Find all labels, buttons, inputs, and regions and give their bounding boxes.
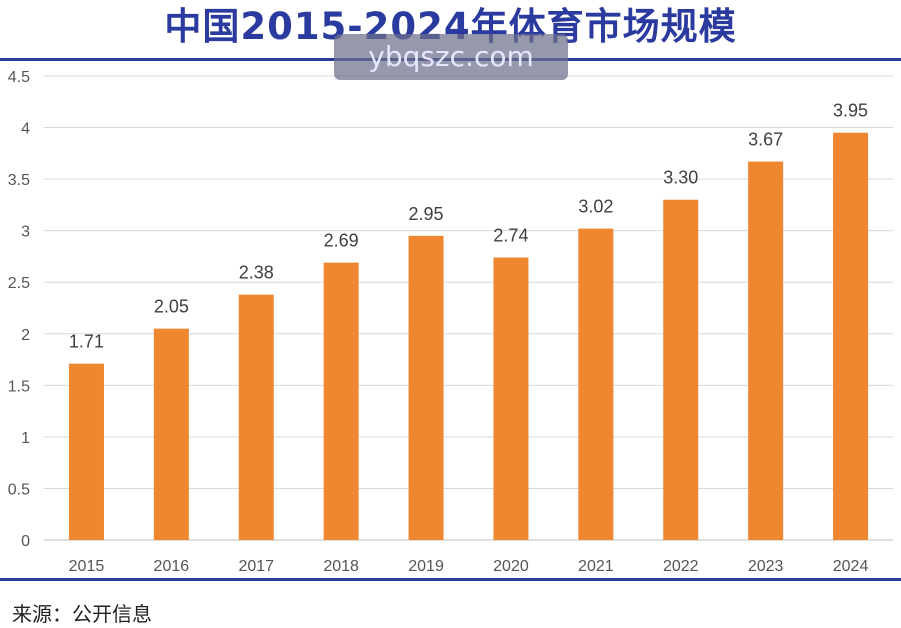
data-label: 3.67 — [748, 130, 783, 150]
x-tick-label: 2016 — [154, 558, 190, 575]
bar — [153, 328, 189, 540]
bar — [663, 199, 699, 540]
data-label: 2.74 — [493, 225, 528, 245]
data-label: 2.95 — [409, 204, 444, 224]
y-tick-label: 1.5 — [8, 378, 30, 395]
x-tick-label: 2023 — [748, 558, 784, 575]
data-label: 3.02 — [578, 197, 613, 217]
y-tick-label: 3 — [21, 224, 30, 241]
data-label: 1.71 — [69, 332, 104, 352]
bar — [68, 363, 104, 540]
y-tick-label: 2.5 — [8, 275, 30, 292]
data-labels: 1.71 2.05 2.38 2.69 2.95 2.74 3.02 3.30 3.67 3.95 — [69, 101, 868, 352]
y-tick-label: 4.5 — [8, 69, 30, 86]
y-tick-label: 3.5 — [8, 172, 30, 189]
x-tick-label: 2022 — [663, 558, 699, 575]
y-tick-label: 0.5 — [8, 481, 30, 498]
x-tick-label: 2018 — [323, 558, 359, 575]
bar — [833, 132, 869, 540]
bar — [408, 235, 444, 541]
x-tick-label: 2021 — [578, 558, 614, 575]
x-tick-label: 2020 — [493, 558, 529, 575]
x-axis-ticks: 2015 2016 2017 2018 2019 2020 2021 2022 2023 2024 — [69, 558, 869, 575]
bar — [578, 228, 614, 541]
y-tick-label: 2 — [21, 327, 30, 344]
y-axis-ticks: 0 0.5 1 1.5 2 2.5 3 3.5 4 4.5 — [8, 69, 30, 550]
y-tick-label: 4 — [21, 121, 30, 138]
x-tick-label: 2019 — [408, 558, 444, 575]
watermark: ybqszc.com — [334, 34, 568, 80]
data-label: 2.69 — [324, 231, 359, 251]
data-label: 2.38 — [239, 263, 274, 283]
x-tick-label: 2015 — [69, 558, 105, 575]
bar-series — [68, 132, 869, 541]
x-tick-label: 2024 — [833, 558, 869, 575]
bar-chart: 00.511.522.533.544.5 2015 2016 2017 2018 201… — [8, 69, 893, 575]
data-label: 3.95 — [833, 101, 868, 121]
x-tick-label: 2017 — [238, 558, 274, 575]
source-note: 来源：公开信息 — [12, 602, 152, 626]
bar — [748, 161, 784, 541]
bar — [238, 294, 274, 540]
y-tick-label: 0 — [21, 533, 30, 550]
data-label: 3.30 — [663, 168, 698, 188]
bottom-divider — [0, 578, 901, 581]
y-tick-label: 1 — [21, 430, 30, 447]
bar — [493, 257, 529, 540]
data-label: 2.05 — [154, 297, 189, 317]
bar — [323, 262, 359, 540]
